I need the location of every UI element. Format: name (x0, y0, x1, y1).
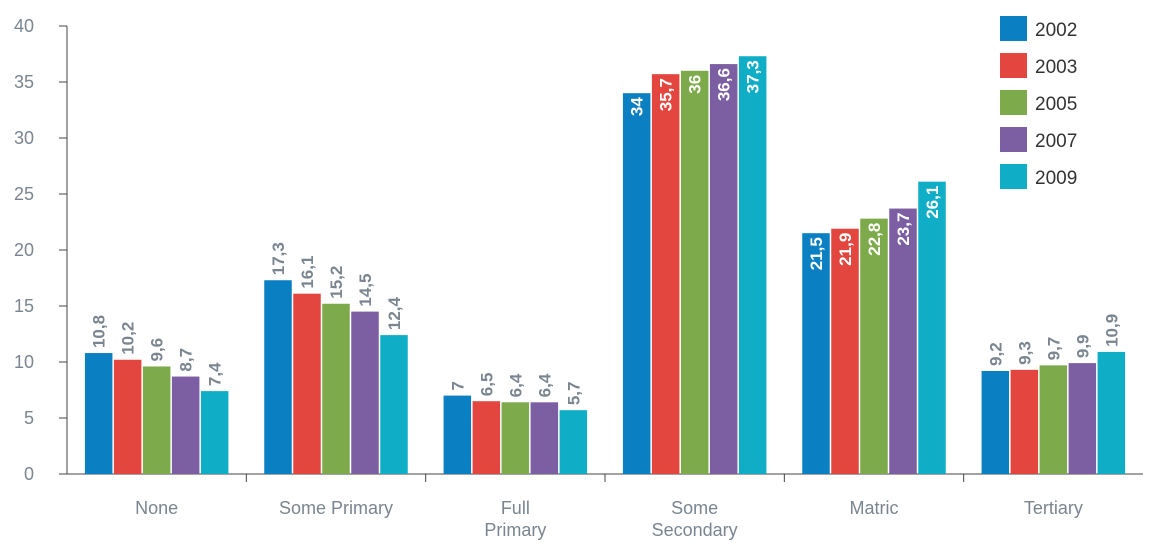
bar-2005-matric (860, 218, 888, 474)
bar-2007-full-primary (530, 402, 559, 474)
value-label: 14,5 (356, 274, 375, 307)
y-tick-label: 5 (24, 408, 34, 428)
bar-2007-matric (889, 208, 917, 474)
bar-2007-some-secondary (709, 64, 738, 474)
value-label: 9,6 (148, 338, 167, 362)
value-label: 6,4 (506, 373, 525, 397)
bar-2007-tertiary (1068, 363, 1097, 474)
bar-2003-none (113, 359, 142, 474)
value-label: 15,2 (327, 266, 346, 299)
value-labels: 10,8 10,2 9,6 8,7 7,4 17,3 16,1 15,2 14,5 12,4 7 6,… (90, 60, 1122, 405)
bar-2009-tertiary (1097, 351, 1126, 474)
bar-2009-matric (918, 181, 946, 474)
y-tick-label: 35 (14, 72, 34, 92)
value-label: 23,7 (894, 213, 913, 246)
bar-2009-some-primary (380, 335, 408, 474)
y-tick-label: 20 (14, 240, 34, 260)
legend-label: 2007 (1035, 131, 1077, 152)
y-tick-label: 25 (14, 184, 34, 204)
legend-label: 2003 (1035, 57, 1077, 78)
bar-2009-some-secondary (738, 56, 767, 475)
legend-swatch (1000, 53, 1027, 78)
bar-2003-tertiary (1010, 369, 1039, 474)
y-tick-label: 0 (24, 464, 34, 484)
value-label: 7,4 (206, 362, 225, 386)
bar-2009-none (200, 391, 229, 474)
bar-2002-full-primary (443, 395, 472, 474)
value-label: 26,1 (923, 186, 942, 219)
legend-swatch (1000, 127, 1027, 152)
legend-swatch (1000, 164, 1027, 189)
value-label: 21,5 (807, 237, 826, 270)
value-label: 36,6 (715, 68, 734, 101)
bar-2003-full-primary (472, 401, 501, 474)
value-label: 37,3 (744, 60, 763, 93)
value-label: 16,1 (298, 256, 317, 289)
category-label: Matric (850, 498, 899, 518)
bar-2009-full-primary (559, 410, 588, 474)
value-label: 6,4 (535, 373, 554, 397)
y-tick-label: 40 (14, 16, 34, 36)
value-label: 9,2 (986, 342, 1005, 366)
category-label: Some Primary (279, 498, 393, 518)
bar-2007-none (171, 376, 200, 474)
value-label: 21,9 (836, 233, 855, 266)
value-label: 35,7 (657, 78, 676, 111)
y-tick-label: 10 (14, 352, 34, 372)
value-label: 17,3 (269, 242, 288, 275)
value-label: 9,7 (1044, 337, 1063, 361)
bar-2002-none (84, 353, 113, 474)
bar-2007-some-primary (351, 311, 379, 474)
bar-2005-none (142, 366, 171, 474)
value-label: 34 (628, 97, 647, 116)
bar-2002-some-primary (264, 280, 292, 474)
category-label: Some Secondary (652, 498, 738, 540)
value-label: 9,9 (1073, 334, 1092, 358)
y-tick-labels: 0 5 10 15 20 25 30 35 40 (14, 16, 34, 484)
value-label: 8,7 (177, 348, 196, 372)
bar-2005-some-primary (322, 303, 350, 474)
bar-2003-some-primary (293, 293, 321, 474)
value-label: 5,7 (564, 382, 583, 406)
bar-2002-some-secondary (622, 93, 651, 474)
legend-swatch (1000, 90, 1027, 115)
category-labels: None Some Primary Full Primary Some Secondary… (135, 498, 1083, 540)
axes (59, 25, 1143, 482)
bar-2005-some-secondary (680, 70, 709, 475)
bar-2005-tertiary (1039, 365, 1068, 474)
bar-2003-matric (831, 228, 859, 474)
legend: 2002 2003 2005 2007 2009 (1000, 16, 1077, 189)
bar-2005-full-primary (501, 402, 530, 474)
y-tick-label: 30 (14, 128, 34, 148)
value-label: 36 (686, 75, 705, 94)
value-label: 7 (448, 381, 467, 390)
y-tick-label: 15 (14, 296, 34, 316)
value-label: 10,9 (1102, 314, 1121, 347)
legend-label: 2009 (1035, 168, 1077, 189)
bar-2002-tertiary (981, 370, 1010, 474)
value-label: 10,8 (90, 315, 109, 348)
legend-label: 2002 (1035, 20, 1077, 41)
category-label: None (135, 498, 178, 518)
category-label: Tertiary (1024, 498, 1083, 518)
legend-swatch (1000, 16, 1027, 41)
legend-label: 2005 (1035, 94, 1077, 115)
value-label: 9,3 (1015, 341, 1034, 365)
bars (84, 56, 1126, 475)
bar-2002-matric (802, 233, 830, 474)
category-label: Full Primary (484, 498, 546, 540)
value-label: 22,8 (865, 223, 884, 256)
value-label: 6,5 (477, 373, 496, 397)
value-label: 12,4 (385, 296, 404, 330)
value-label: 10,2 (119, 322, 138, 355)
bar-2003-some-secondary (651, 74, 680, 474)
